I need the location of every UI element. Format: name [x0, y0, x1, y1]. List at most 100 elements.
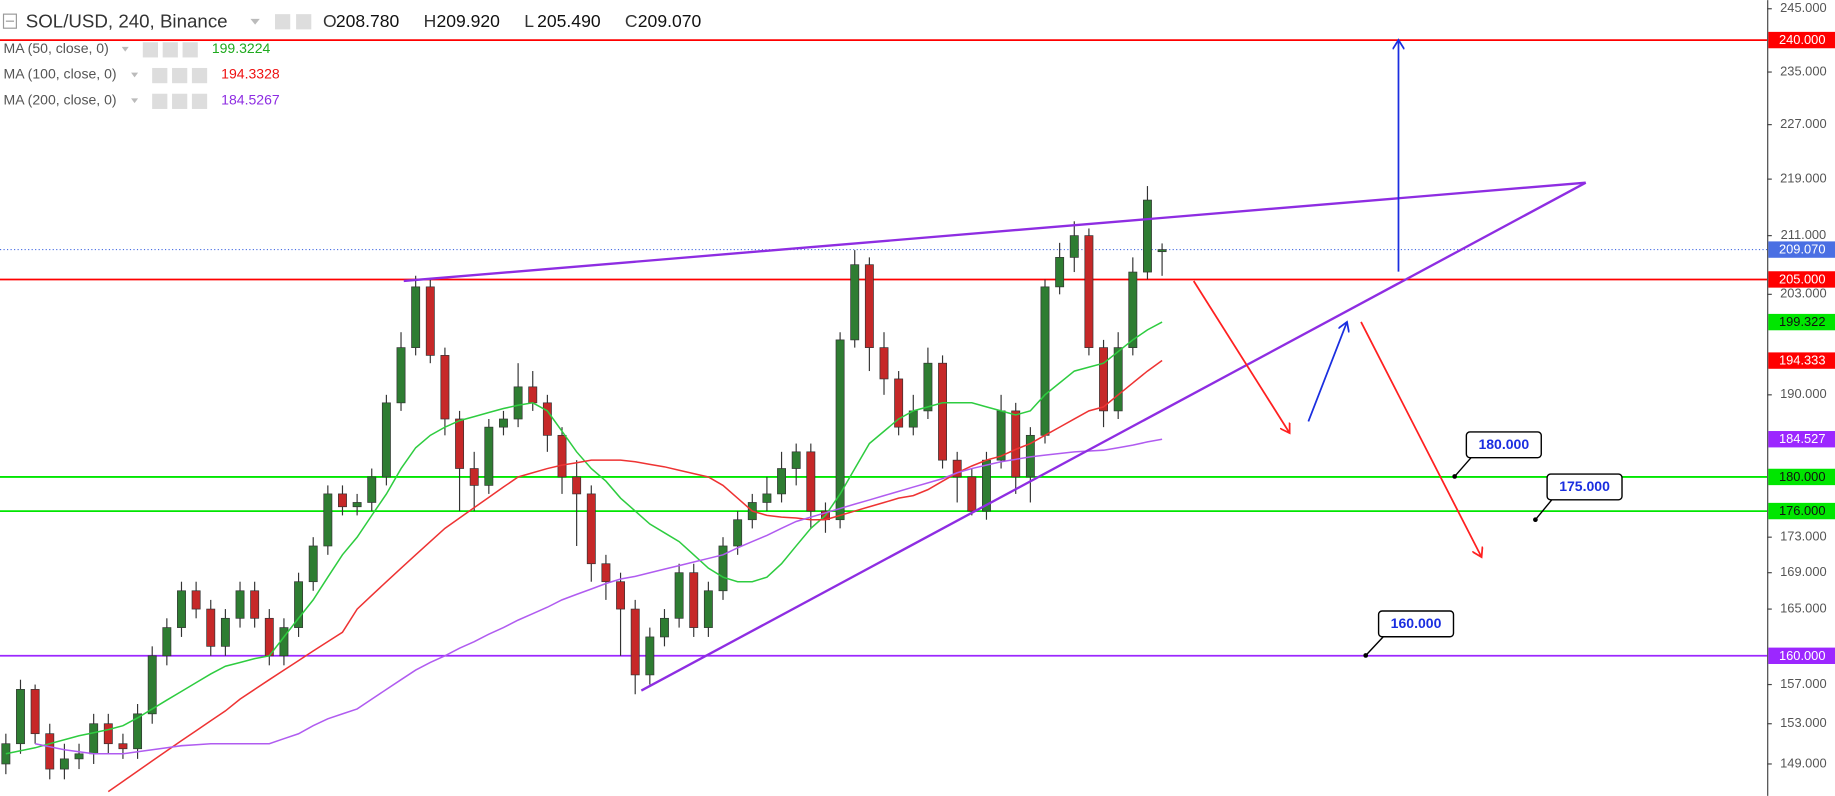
candle-body	[308, 545, 318, 583]
candle-body	[1011, 410, 1021, 478]
ma-line	[34, 438, 1163, 755]
dropdown-icon[interactable]	[121, 46, 129, 52]
candle-body	[718, 545, 728, 592]
price-tag-label: 180.000	[1779, 469, 1825, 484]
candle-body	[703, 590, 713, 628]
ohlc-value: 205.490	[537, 11, 601, 31]
price-tag	[1768, 271, 1835, 288]
candle-body	[294, 581, 304, 628]
candle-body	[864, 264, 874, 348]
ohlc-key: C	[625, 11, 638, 31]
candle-body	[733, 519, 743, 547]
price-tag-label: 194.333	[1779, 353, 1825, 368]
legend-icon[interactable]	[191, 93, 208, 109]
candle-body	[601, 563, 611, 583]
legend-value: 194.3328	[221, 66, 280, 82]
settings-icon[interactable]	[296, 14, 312, 30]
callout-label: 175.000	[1559, 478, 1610, 494]
collapse-icon[interactable]	[2, 13, 17, 29]
y-tick-label: 169.000	[1780, 564, 1826, 579]
candle-body	[411, 286, 421, 348]
callout-box	[1377, 610, 1455, 638]
candle-body	[235, 590, 245, 619]
candle-body	[908, 410, 918, 428]
candle-body	[162, 627, 172, 657]
legend-value: 199.3224	[212, 40, 271, 56]
candle-body	[674, 572, 684, 619]
trend-line	[403, 181, 1586, 283]
price-tag-label: 184.527	[1779, 431, 1825, 446]
price-axis-labels: 245.000 235.000 227.000 219.000 211.000 203.0…	[1767, 0, 1835, 770]
candle-body	[484, 426, 494, 486]
candle-body	[1113, 347, 1123, 412]
candle-body	[499, 418, 508, 428]
candle-body	[1157, 249, 1167, 253]
plot-area	[0, 39, 1768, 793]
candle-body	[952, 459, 962, 478]
y-tick-label: 211.000	[1781, 227, 1827, 242]
candle-body	[425, 286, 435, 356]
legend-icon[interactable]	[172, 93, 188, 109]
legend-name: MA (100, close, 0)	[4, 66, 117, 82]
candle-body	[630, 608, 640, 676]
candle-body	[89, 723, 99, 755]
price-tag	[1768, 352, 1835, 369]
ohlc-value: 208.780	[336, 11, 400, 31]
legend-icon[interactable]	[172, 67, 188, 84]
candle-body	[177, 590, 186, 628]
arrow	[1192, 280, 1290, 433]
callout-anchor	[1533, 517, 1538, 523]
ohlc-value: 209.070	[638, 11, 702, 31]
candle-body	[894, 378, 904, 428]
candle-body	[967, 476, 977, 512]
legend-name: MA (200, close, 0)	[4, 91, 117, 107]
candle-body	[147, 655, 157, 715]
candle-body	[206, 608, 216, 647]
dropdown-icon[interactable]	[131, 98, 139, 104]
candle-body	[572, 476, 582, 495]
y-tick-label: 165.000	[1780, 600, 1826, 615]
candle-body	[338, 493, 347, 508]
arrow	[1360, 321, 1482, 557]
candle-body	[74, 753, 84, 760]
y-tick-label: 219.000	[1780, 171, 1826, 186]
header: SOL/USD, 240, Binance O 208.780 H 209.920 L 2…	[2, 10, 702, 31]
legend-icon[interactable]	[142, 42, 158, 58]
candle-body	[850, 264, 860, 341]
trend-line	[640, 181, 1587, 692]
candle-body	[352, 502, 362, 508]
price-tag	[1768, 468, 1835, 486]
legend-icon[interactable]	[152, 67, 168, 84]
arrow	[1307, 322, 1347, 422]
ohlc-key: H	[424, 11, 437, 31]
candle-body	[791, 451, 801, 469]
legend-icon[interactable]	[152, 93, 168, 109]
candle-body	[455, 418, 465, 469]
y-tick-label: 157.000	[1780, 676, 1826, 691]
candle-body	[1084, 235, 1094, 348]
y-tick-label: 149.000	[1780, 755, 1826, 770]
dropdown-icon[interactable]	[250, 18, 260, 25]
candle-body	[996, 410, 1006, 461]
visibility-icon[interactable]	[275, 14, 291, 30]
price-tag-label: 205.000	[1779, 271, 1825, 286]
dropdown-icon[interactable]	[131, 72, 139, 78]
price-tag	[1768, 502, 1835, 520]
ma-line	[5, 321, 1163, 755]
callout-box	[1465, 431, 1542, 459]
candle-body	[250, 590, 260, 619]
legend-icon[interactable]	[191, 67, 208, 84]
candle-body	[220, 617, 230, 647]
y-tick-label: 245.000	[1780, 0, 1826, 15]
legend-icon[interactable]	[182, 42, 198, 58]
callout-pointer	[1365, 636, 1384, 656]
callout-pointer	[1454, 457, 1472, 477]
candle-body	[1128, 271, 1138, 348]
candle-body	[586, 493, 596, 565]
price-tag	[1768, 31, 1835, 49]
candle-body	[1143, 199, 1152, 273]
candle-body	[396, 347, 406, 404]
legend-value: 184.5267	[221, 91, 280, 107]
legend-icon[interactable]	[162, 42, 178, 58]
candle-body	[528, 386, 538, 404]
